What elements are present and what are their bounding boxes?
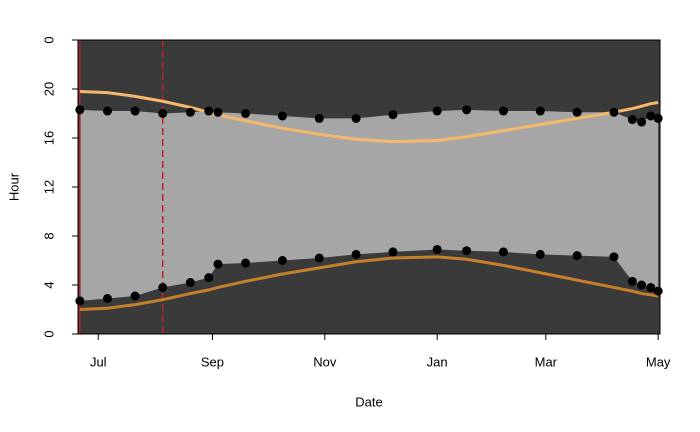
y-tick-label: 12 (41, 180, 56, 194)
y-axis-title: Hour (6, 172, 21, 201)
series-dot (609, 252, 619, 262)
series-dot (185, 278, 195, 288)
series-dot (102, 106, 112, 116)
series-dot (185, 107, 195, 117)
x-tick-label: Nov (313, 354, 337, 369)
series-dot (130, 291, 140, 301)
series-dot (653, 286, 663, 296)
x-tick-label: Jul (90, 354, 107, 369)
x-tick-label: Jan (427, 354, 448, 369)
series-dot (314, 113, 324, 123)
series-dot (653, 113, 663, 123)
series-dot (158, 282, 168, 292)
series-dot (462, 246, 472, 256)
y-tick-label: 0 (41, 36, 56, 43)
series-dot (213, 107, 223, 117)
y-tick-label: 4 (41, 281, 56, 288)
series-dot (388, 110, 398, 120)
series-dot (158, 109, 168, 118)
series-dot (204, 273, 214, 283)
series-dot (314, 253, 324, 263)
series-dot (432, 106, 442, 116)
series-dot (432, 244, 442, 254)
activity-band (79, 109, 659, 301)
series-line (79, 255, 659, 311)
series-dot (241, 258, 251, 268)
y-tick-label: 8 (41, 232, 56, 239)
x-tick-label: Sep (201, 354, 224, 369)
series-dot (572, 251, 582, 261)
series-dot (637, 117, 647, 127)
series-dot (75, 105, 85, 115)
y-tick-label: 0 (41, 330, 56, 337)
y-tick-label: 20 (41, 82, 56, 96)
series-dot (498, 106, 508, 116)
series-dot (351, 113, 361, 123)
series-dot (572, 107, 582, 117)
x-axis-title: Date (355, 394, 382, 409)
series-line (79, 89, 659, 144)
series-dot (646, 111, 656, 121)
series-dot (498, 247, 508, 257)
series-dot (102, 293, 112, 303)
series-dot (637, 280, 647, 290)
series-dot (646, 282, 656, 292)
series-dot (241, 109, 251, 118)
series-dot (462, 105, 472, 115)
series-dot (627, 115, 637, 125)
series-dot (213, 259, 223, 269)
series-dot (351, 249, 361, 259)
series-dot (204, 106, 214, 116)
series-dot (627, 276, 637, 286)
x-tick-label: Mar (535, 354, 558, 369)
series-dot (609, 107, 619, 117)
series-dot (75, 296, 85, 306)
y-tick-label: 16 (41, 131, 56, 145)
series-dot (277, 256, 287, 265)
series-dot (277, 111, 287, 121)
series-dot (130, 106, 140, 116)
x-tick-label: May (646, 354, 671, 369)
series-dot (535, 106, 545, 116)
series-dot (535, 249, 545, 259)
series-dot (388, 247, 398, 257)
